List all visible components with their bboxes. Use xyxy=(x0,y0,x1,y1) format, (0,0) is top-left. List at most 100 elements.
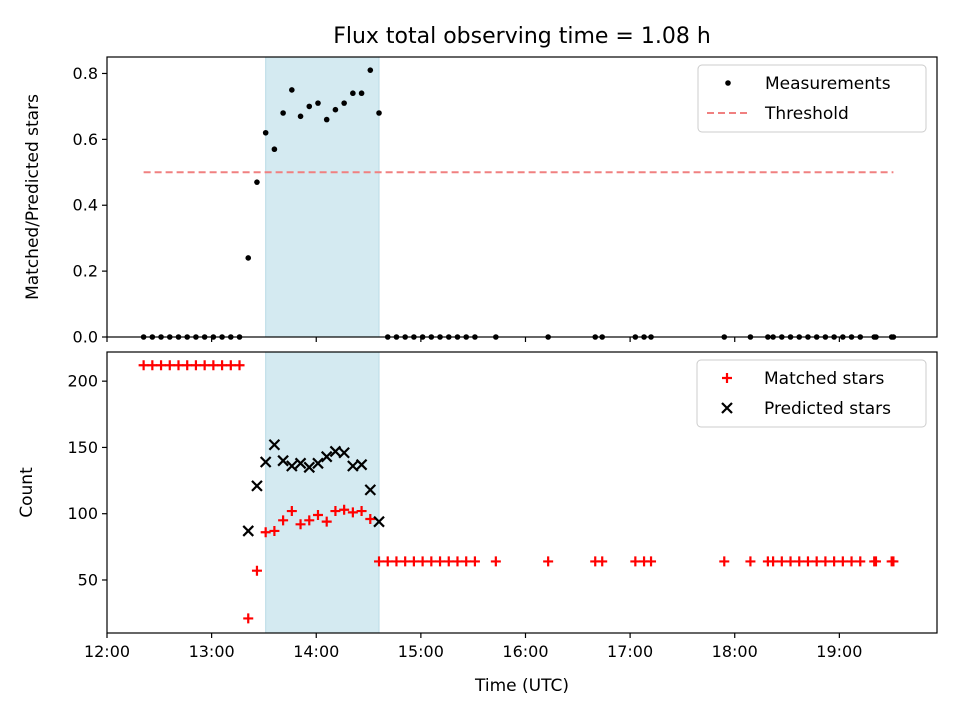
measurement-point xyxy=(332,106,339,113)
x-tick-label: 17:00 xyxy=(607,642,653,661)
matched-star-point xyxy=(208,360,219,371)
measurement-point xyxy=(280,110,286,116)
matched-star-point xyxy=(269,525,280,536)
legend-marker-plus xyxy=(722,373,732,383)
matched-star-point xyxy=(278,515,289,526)
predicted-stars-series xyxy=(242,439,385,537)
y-axis-label: Count xyxy=(17,467,37,518)
measurement-point xyxy=(341,100,347,106)
matched-star-point xyxy=(435,556,446,567)
matched-star-point xyxy=(802,556,813,567)
matched-star-point xyxy=(400,556,411,567)
matched-star-point xyxy=(426,556,437,567)
matched-star-point xyxy=(837,556,848,567)
legend-label: Measurements xyxy=(765,74,891,94)
star-count-panel: 50 100 150 200 12:00 13:00 14:00 15:00 16:00 17:0… xyxy=(17,351,938,696)
matched-star-point xyxy=(776,556,787,567)
predicted-star-point xyxy=(277,454,289,467)
legend-label: Threshold xyxy=(764,104,849,124)
measurement-point xyxy=(315,100,321,106)
matched-star-point xyxy=(217,360,228,371)
matched-star-point xyxy=(811,556,822,567)
matched-star-point xyxy=(543,556,554,567)
matched-star-point xyxy=(321,516,332,527)
matched-star-point xyxy=(490,556,501,567)
measurement-point xyxy=(358,90,365,97)
matched-star-point xyxy=(768,556,779,567)
y-tick-label: 100 xyxy=(67,504,98,523)
measurement-point xyxy=(306,103,313,110)
y-tick-label: 50 xyxy=(78,570,98,589)
matched-star-point xyxy=(260,527,271,538)
matched-star-point xyxy=(339,504,350,515)
matched-star-point xyxy=(408,556,419,567)
measurement-point xyxy=(245,255,252,261)
legend-marker-x xyxy=(721,402,733,414)
predicted-star-point xyxy=(251,480,263,492)
matched-star-point xyxy=(190,360,201,371)
predicted-star-point xyxy=(294,457,307,470)
y-tick-label: 0.6 xyxy=(73,130,98,149)
y-tick-label: 0.2 xyxy=(73,262,98,281)
matched-star-point xyxy=(461,556,472,567)
measurement-point xyxy=(376,110,382,116)
axes-frame xyxy=(106,351,938,634)
matched-star-point xyxy=(870,556,881,567)
matched-star-point xyxy=(374,556,385,567)
flux-ratio-panel: 0.0 0.2 0.4 0.6 0.8 Flux total observing time… xyxy=(23,24,938,347)
matched-star-point xyxy=(243,613,254,624)
matched-star-point xyxy=(719,556,730,567)
x-axis-label: Time (UTC) xyxy=(474,676,569,696)
y-tick-label: 200 xyxy=(67,372,98,391)
matched-star-point xyxy=(794,556,805,567)
predicted-star-point xyxy=(303,461,316,474)
y-axis-label: Matched/Predicted stars xyxy=(23,94,43,300)
measurement-point xyxy=(271,146,278,153)
matched-star-point xyxy=(312,510,323,521)
predicted-star-point xyxy=(320,450,333,463)
predicted-star-point xyxy=(242,525,255,537)
legend-box xyxy=(696,359,927,428)
matched-star-point xyxy=(304,515,315,526)
matched-star-point xyxy=(382,556,393,567)
axes-frame xyxy=(106,56,938,338)
matched-star-point xyxy=(452,556,463,567)
x-tick-label: 12:00 xyxy=(84,642,130,661)
x-tick-label: 18:00 xyxy=(712,642,758,661)
shaded-span xyxy=(265,56,380,338)
matched-star-point xyxy=(630,556,641,567)
legend-marker-dot xyxy=(725,80,731,86)
matched-star-point xyxy=(391,556,402,567)
measurement-point xyxy=(262,129,269,136)
predicted-star-point xyxy=(268,439,281,451)
shaded-span xyxy=(265,351,380,634)
predicted-star-point xyxy=(338,446,350,459)
matched-star-point xyxy=(829,556,840,567)
predicted-star-point xyxy=(259,456,272,468)
matched-star-point xyxy=(855,556,866,567)
matched-star-point xyxy=(356,506,367,517)
matched-star-point xyxy=(646,556,657,567)
matched-star-point xyxy=(597,556,608,567)
matched-star-point xyxy=(330,506,341,517)
matched-star-point xyxy=(173,360,184,371)
matched-star-point xyxy=(846,556,857,567)
matched-star-point xyxy=(251,565,262,576)
matched-star-point xyxy=(225,360,236,371)
measurement-point xyxy=(254,179,260,185)
matched-star-point xyxy=(182,360,193,371)
x-tick-label: 16:00 xyxy=(502,642,548,661)
matched-star-point xyxy=(199,360,210,371)
predicted-star-point xyxy=(364,484,377,496)
matched-star-point xyxy=(138,360,149,371)
measurement-point xyxy=(367,67,374,73)
legend-label: Predicted stars xyxy=(764,399,891,419)
matched-star-point xyxy=(469,556,480,567)
y-tick-label: 0.8 xyxy=(73,64,98,83)
measurement-point xyxy=(289,87,295,93)
matched-star-point xyxy=(295,519,306,530)
x-tick-label: 14:00 xyxy=(293,642,339,661)
measurement-point xyxy=(297,113,304,120)
legend: Measurements Threshold xyxy=(697,64,927,133)
measurement-point xyxy=(323,116,330,123)
